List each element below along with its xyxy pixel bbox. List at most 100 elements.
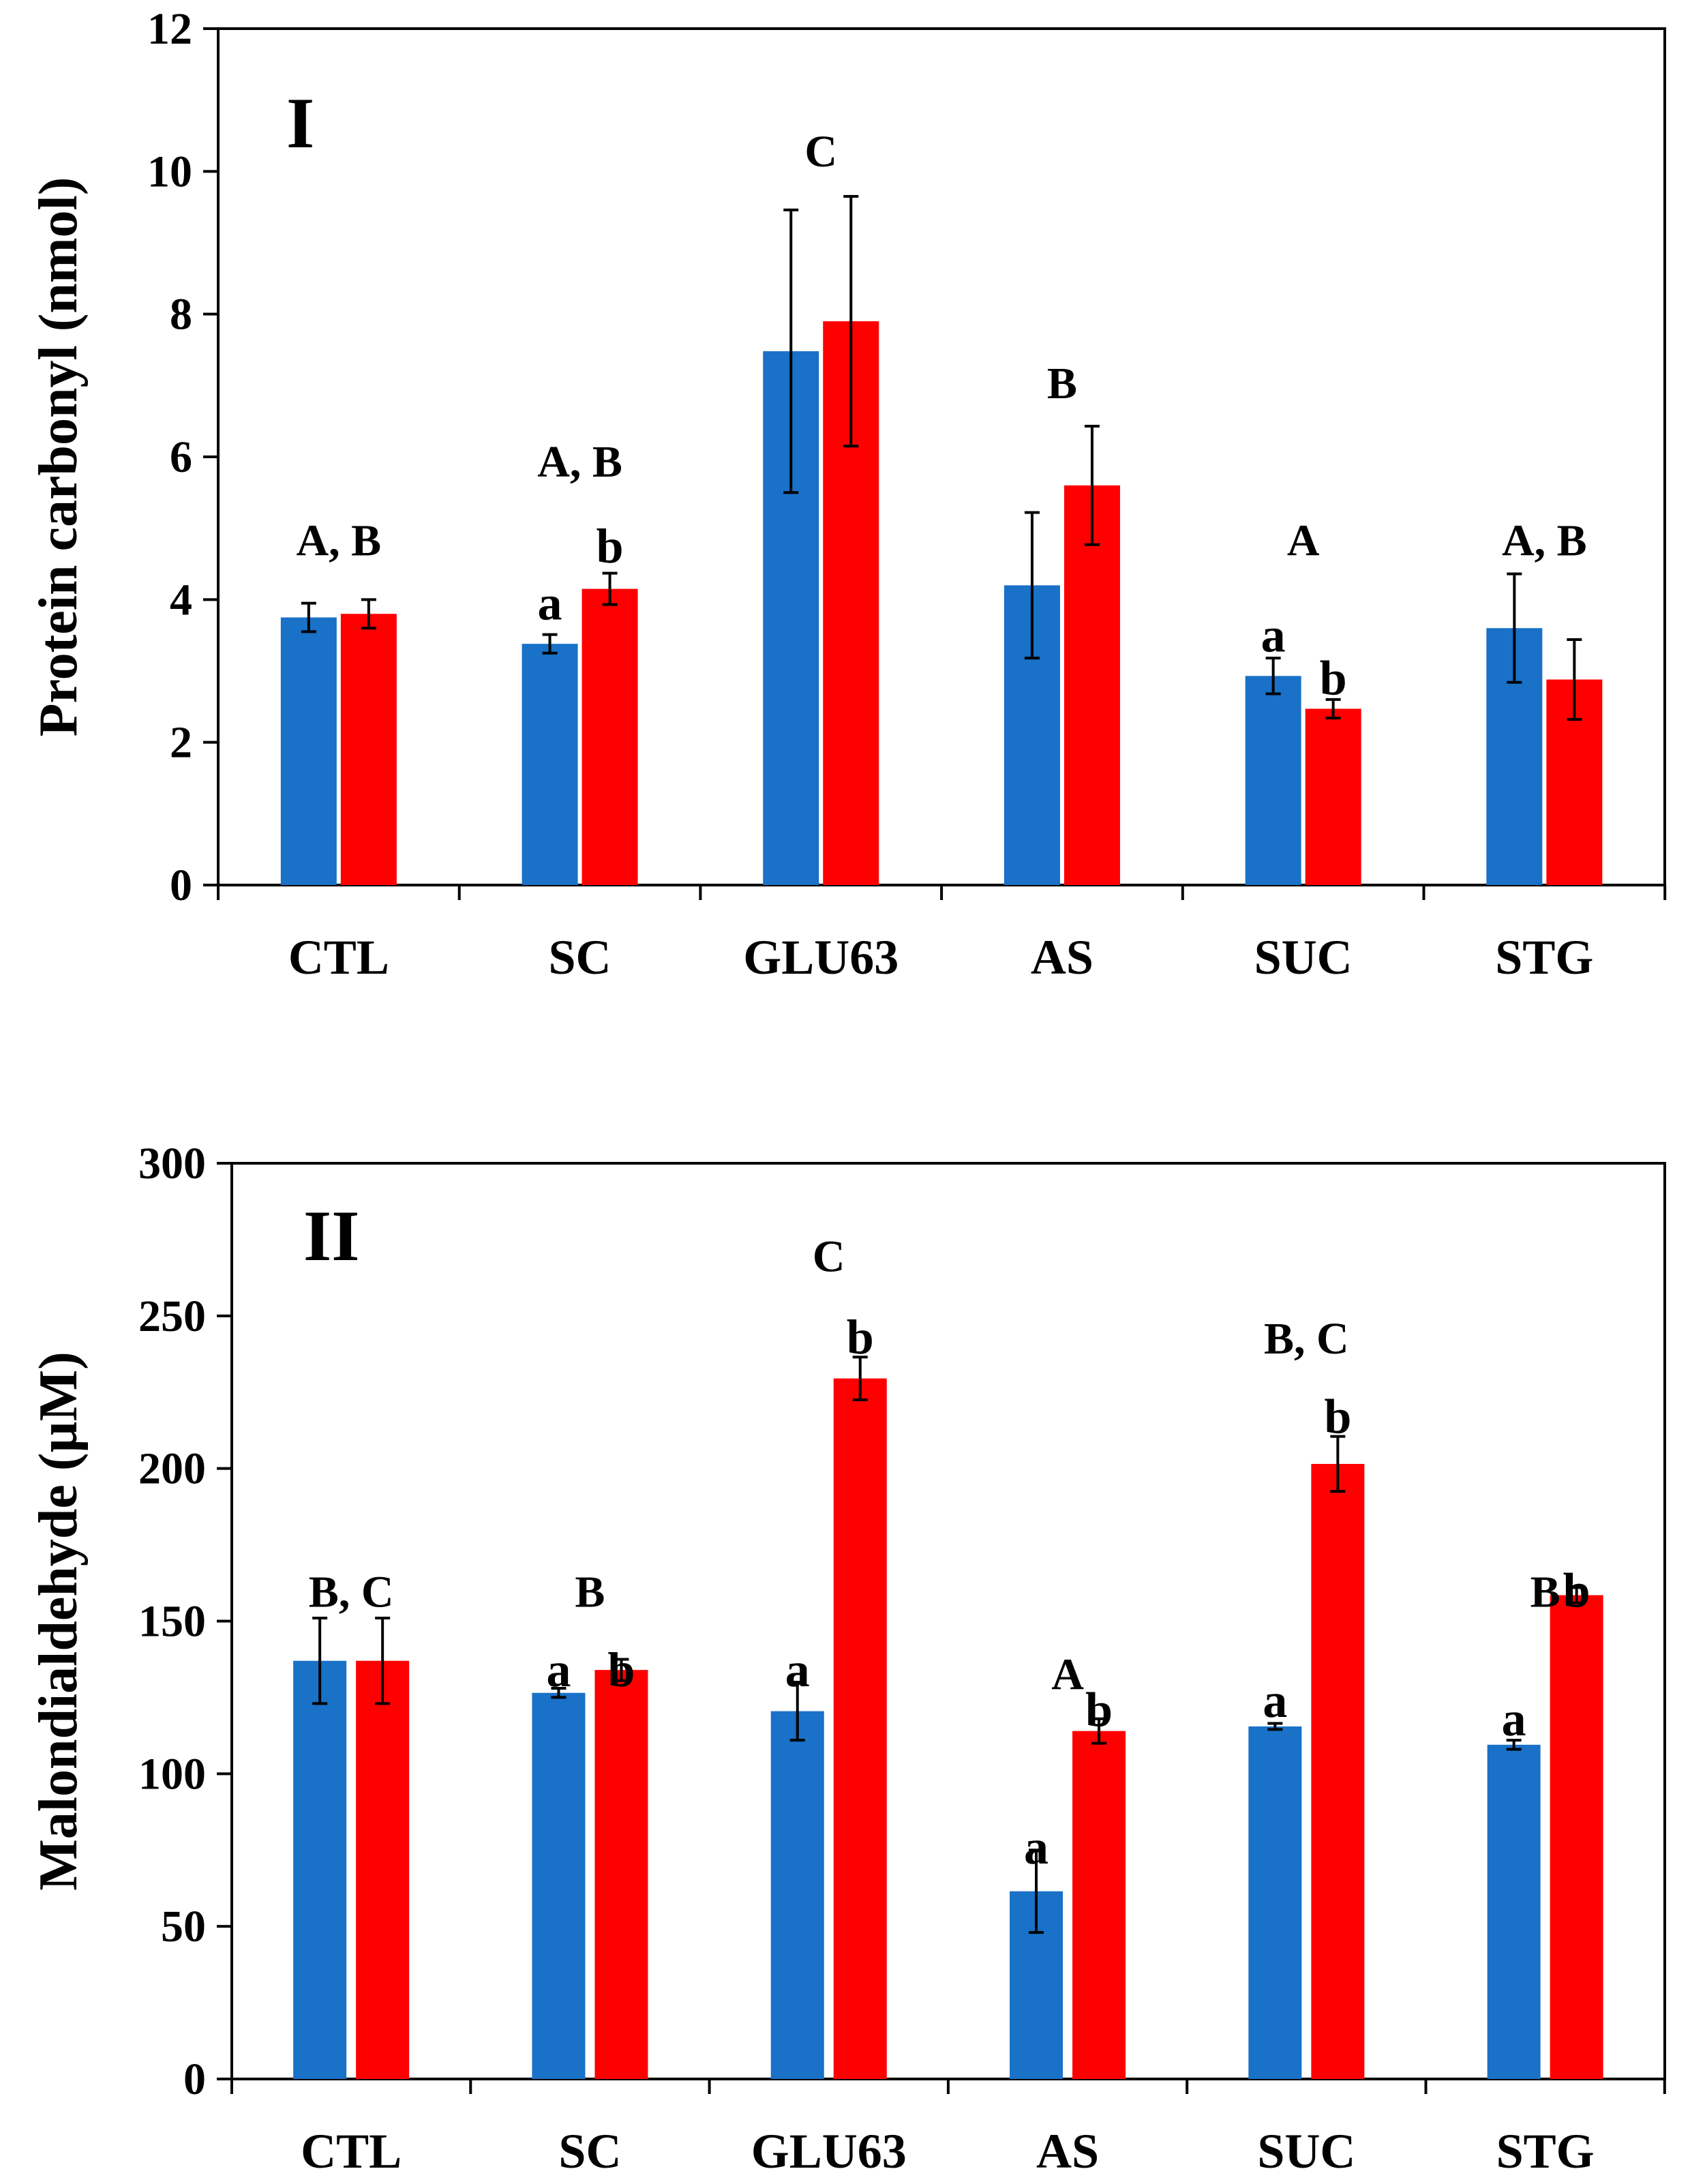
- plot-frame: [230, 1162, 1666, 2080]
- bar-suc-series-2: [1311, 1463, 1365, 2079]
- group-significance-letter: A, B: [1502, 515, 1587, 565]
- group-significance-letter: B, C: [309, 1568, 394, 1617]
- group-significance-letter: B, C: [1264, 1314, 1349, 1364]
- error-bar: [602, 571, 618, 606]
- y-axis-title: Malondialdehyde (µM): [29, 1351, 89, 1891]
- bar-stg-series-1: [1487, 1744, 1541, 2079]
- bar-sc-series-1: [522, 644, 578, 885]
- bar-significance-letter: b: [1563, 1564, 1590, 1618]
- y-tick-label: 200: [138, 1444, 206, 1494]
- y-tick-label: 300: [138, 1139, 206, 1188]
- bar-sc-series-1: [532, 1692, 586, 2079]
- error-bar: [542, 633, 558, 655]
- group-significance-letter: A, B: [537, 437, 622, 487]
- error-bar: [1507, 572, 1522, 684]
- error-bar: [312, 1617, 328, 1705]
- category-label: CTL: [301, 2124, 402, 2179]
- bar-significance-letter: b: [1085, 1682, 1113, 1737]
- error-bar: [1569, 1586, 1584, 1604]
- bar-suc-series-1: [1248, 1726, 1302, 2079]
- group-significance-letter: A, B: [297, 515, 382, 565]
- error-bar: [361, 598, 376, 630]
- category-label: AS: [1031, 930, 1093, 985]
- bar-suc-series-2: [1305, 708, 1361, 885]
- category-label: SUC: [1257, 2124, 1355, 2179]
- y-tick-label: 2: [170, 718, 192, 768]
- y-tick-label: 0: [183, 2054, 206, 2104]
- bar-significance-letter: a: [1024, 1820, 1048, 1874]
- bar-suc-series-1: [1245, 676, 1301, 885]
- bar-significance-letter: a: [546, 1643, 571, 1697]
- bar-ctl-series-1: [280, 617, 337, 885]
- group-significance-letter: C: [804, 127, 837, 177]
- y-tick-label: 8: [170, 290, 192, 340]
- y-tick-label: 4: [170, 575, 192, 625]
- bar-significance-letter: a: [538, 576, 562, 631]
- bar-significance-letter: b: [1324, 1390, 1351, 1444]
- category-label: SC: [549, 930, 612, 985]
- error-bar: [1091, 1717, 1107, 1745]
- y-tick-label: 100: [138, 1749, 206, 1799]
- category-label: STG: [1495, 930, 1593, 985]
- bar-stg-series-2: [1550, 1595, 1603, 2079]
- category-label: CTL: [288, 930, 389, 985]
- error-bar: [1325, 698, 1341, 720]
- group-significance-letter: A: [1287, 515, 1320, 565]
- bar-as-series-2: [1072, 1731, 1126, 2079]
- bar-ctl-series-2: [356, 1660, 410, 2079]
- error-bar: [852, 1356, 868, 1401]
- error-bar: [301, 601, 316, 633]
- error-bar: [1029, 1849, 1044, 1934]
- y-tick-label: 150: [138, 1597, 206, 1647]
- y-tick-label: 50: [161, 1902, 206, 1951]
- error-bar: [1330, 1435, 1346, 1493]
- category-label: SUC: [1254, 930, 1353, 985]
- bar-ctl-series-2: [340, 614, 397, 885]
- panel-label: I: [286, 83, 314, 163]
- bar-significance-letter: a: [1502, 1692, 1526, 1746]
- bar-significance-letter: a: [1263, 1673, 1287, 1728]
- group-significance-letter: B: [1530, 1568, 1560, 1617]
- error-bar: [1267, 1722, 1283, 1731]
- error-bar: [614, 1658, 629, 1682]
- y-tick-label: 10: [147, 147, 192, 196]
- bar-significance-letter: b: [597, 519, 624, 573]
- y-tick-label: 12: [147, 4, 192, 54]
- category-label: SC: [558, 2124, 621, 2179]
- bar-ctl-series-1: [293, 1660, 347, 2079]
- y-tick-label: 6: [170, 432, 192, 482]
- error-bar: [1084, 424, 1100, 546]
- category-label: GLU63: [751, 2124, 907, 2179]
- error-bar: [783, 208, 799, 494]
- error-bar: [1265, 657, 1281, 695]
- bar-significance-letter: b: [847, 1310, 874, 1364]
- y-tick-label: 0: [170, 861, 192, 910]
- group-significance-letter: A: [1051, 1650, 1084, 1700]
- bar-glu63-series-1: [770, 1711, 824, 2079]
- bar-significance-letter: b: [1320, 650, 1347, 705]
- chart-panel-protein-carbonyl: 0 2 4 6 8 10 12 CTL SC GLU63 AS SUC STG A, B A, B C B A A,…: [29, 4, 1667, 985]
- category-label: AS: [1036, 2124, 1099, 2179]
- bar-as-series-2: [1063, 485, 1120, 885]
- error-bar: [843, 194, 859, 448]
- error-bar: [375, 1617, 391, 1705]
- error-bar: [1024, 511, 1040, 660]
- group-significance-letter: B: [575, 1568, 605, 1617]
- category-label: STG: [1496, 2124, 1595, 2179]
- error-bar: [551, 1686, 567, 1699]
- error-bar: [1567, 638, 1582, 721]
- bar-sc-series-2: [582, 588, 638, 885]
- bar-significance-letter: a: [785, 1643, 810, 1697]
- chart-panel-malondialdehyde: 0 50 100 150 200 250 300 CTL SC GLU63 AS SUC STG B, C…: [29, 1139, 1666, 2179]
- group-significance-letter: C: [813, 1231, 845, 1281]
- error-bar: [1506, 1739, 1522, 1751]
- bar-sc-series-2: [594, 1670, 648, 2079]
- group-significance-letter: B: [1047, 359, 1077, 408]
- y-tick-label: 250: [138, 1291, 206, 1341]
- plot-frame: [217, 27, 1666, 886]
- y-axis-title: Protein carbonyl (nmol): [29, 177, 89, 737]
- error-bar: [789, 1681, 805, 1742]
- bar-significance-letter: a: [1261, 608, 1286, 663]
- panel-label: II: [303, 1196, 360, 1276]
